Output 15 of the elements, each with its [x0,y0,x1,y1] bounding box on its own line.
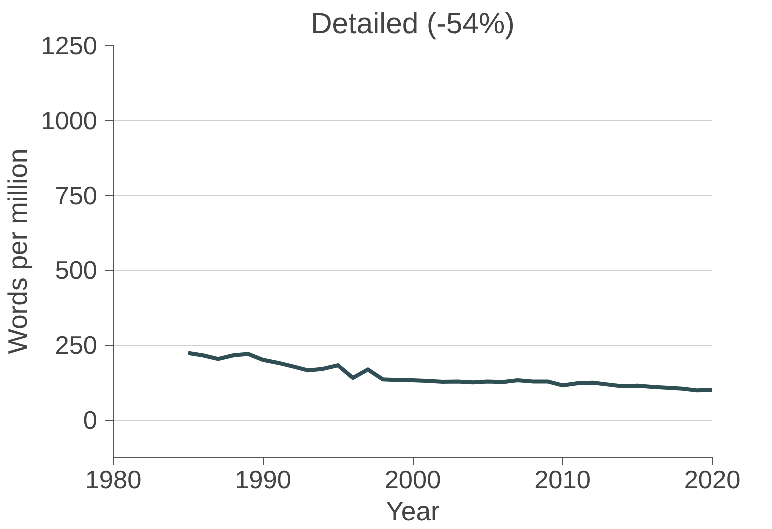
y-axis-title: Words per million [3,148,34,354]
x-tick-label: 2020 [684,466,741,494]
y-tick-label: 250 [55,332,98,360]
x-tick-label: 2000 [384,466,442,494]
x-axis-title: Year [386,496,440,526]
y-tick-label: 0 [83,407,98,436]
line-series [186,351,712,393]
y-tick-label: 1250 [41,32,98,60]
x-tick-label: 1980 [85,466,142,494]
y-tick-label: 750 [55,182,98,210]
chart-title: Detailed (-54%) [311,8,515,40]
y-tick-label: 500 [55,257,98,286]
y-tick-label: 1000 [41,107,98,136]
x-tick-label: 2010 [534,466,591,494]
x-tick-label: 1990 [235,466,292,494]
